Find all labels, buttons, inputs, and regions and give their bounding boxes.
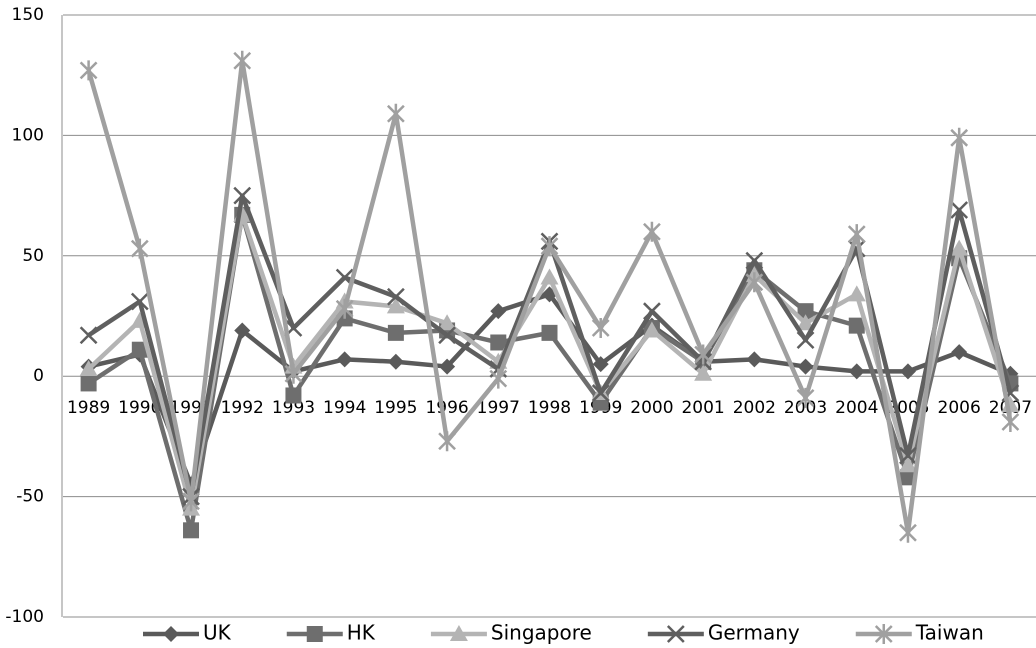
marker bbox=[591, 384, 610, 402]
marker bbox=[694, 364, 713, 381]
legend-label: Germany bbox=[708, 621, 800, 645]
x-tick-label: 2001 bbox=[681, 398, 724, 418]
marker bbox=[898, 456, 917, 473]
series-line bbox=[87, 212, 1013, 511]
marker bbox=[899, 522, 917, 543]
marker bbox=[306, 626, 323, 642]
marker bbox=[335, 298, 354, 319]
marker bbox=[336, 351, 353, 368]
marker bbox=[796, 387, 815, 408]
x-tick-label: 2000 bbox=[630, 398, 673, 418]
x-tick-label: 1992 bbox=[221, 398, 264, 418]
legend-label: Singapore bbox=[491, 621, 592, 645]
marker bbox=[540, 268, 559, 285]
marker bbox=[899, 446, 917, 465]
marker bbox=[233, 50, 252, 71]
marker bbox=[951, 344, 968, 361]
marker bbox=[643, 221, 661, 242]
y-tick-label: -50 bbox=[16, 487, 44, 507]
marker bbox=[1001, 411, 1020, 432]
marker bbox=[591, 318, 610, 339]
x-tick-label: 1990 bbox=[118, 398, 161, 418]
marker bbox=[874, 624, 893, 644]
marker bbox=[490, 334, 507, 351]
x-tick-label: 1995 bbox=[374, 398, 417, 418]
y-tick-label: 150 bbox=[12, 5, 44, 25]
legend-label: UK bbox=[203, 621, 232, 645]
marker bbox=[745, 272, 764, 293]
marker bbox=[387, 353, 404, 370]
x-tick-label: 1997 bbox=[477, 398, 520, 418]
marker bbox=[950, 127, 969, 148]
y-tick-label: -100 bbox=[5, 607, 44, 627]
marker bbox=[745, 251, 764, 270]
marker bbox=[79, 326, 98, 345]
x-tick-label: 1993 bbox=[272, 398, 315, 418]
marker bbox=[284, 363, 303, 384]
x-tick-label: 1989 bbox=[67, 398, 110, 418]
marker bbox=[234, 322, 251, 339]
marker bbox=[130, 292, 149, 311]
marker bbox=[449, 625, 468, 641]
marker bbox=[438, 431, 456, 452]
x-tick-label: 2004 bbox=[835, 398, 878, 418]
marker bbox=[694, 344, 713, 365]
x-tick-label: 2002 bbox=[733, 398, 776, 418]
marker bbox=[950, 201, 969, 219]
y-tick-label: 0 bbox=[33, 366, 44, 386]
x-tick-label: 1994 bbox=[323, 398, 366, 418]
x-tick-label: 2006 bbox=[938, 398, 981, 418]
legend: UK HK Singapore Germany Taiwan bbox=[143, 621, 984, 645]
marker bbox=[796, 331, 815, 349]
marker bbox=[643, 302, 661, 321]
marker bbox=[541, 324, 558, 341]
legend-label: Taiwan bbox=[915, 621, 984, 645]
marker bbox=[797, 303, 814, 320]
marker bbox=[182, 491, 200, 512]
marker bbox=[386, 103, 405, 124]
marker bbox=[233, 186, 252, 205]
marker bbox=[847, 224, 866, 245]
marker bbox=[950, 239, 969, 256]
x-tick-label: 2003 bbox=[784, 398, 827, 418]
marker bbox=[130, 238, 149, 259]
x-tick-label: 1998 bbox=[528, 398, 571, 418]
marker bbox=[386, 297, 405, 314]
marker bbox=[438, 326, 456, 345]
marker bbox=[642, 321, 661, 338]
marker bbox=[489, 368, 508, 389]
marker bbox=[439, 358, 456, 375]
marker bbox=[746, 351, 763, 368]
marker bbox=[848, 317, 865, 334]
marker bbox=[386, 287, 405, 306]
marker bbox=[438, 314, 457, 331]
marker bbox=[490, 303, 507, 320]
marker bbox=[285, 387, 302, 404]
marker bbox=[797, 358, 814, 375]
marker bbox=[847, 285, 866, 302]
marker bbox=[79, 60, 98, 81]
marker bbox=[899, 469, 916, 486]
marker bbox=[796, 314, 815, 331]
marker bbox=[80, 375, 97, 392]
marker bbox=[848, 363, 865, 380]
marker bbox=[131, 341, 148, 358]
marker bbox=[899, 363, 916, 380]
marker bbox=[183, 522, 200, 539]
marker bbox=[666, 625, 685, 643]
marker bbox=[387, 324, 404, 341]
y-tick-label: 100 bbox=[12, 125, 44, 145]
marker bbox=[79, 359, 98, 376]
marker bbox=[540, 236, 559, 257]
x-tick-label: 1996 bbox=[425, 398, 468, 418]
marker bbox=[163, 626, 179, 642]
legend-label: HK bbox=[347, 621, 376, 645]
marker bbox=[592, 356, 609, 373]
y-tick-label: 50 bbox=[22, 246, 44, 266]
